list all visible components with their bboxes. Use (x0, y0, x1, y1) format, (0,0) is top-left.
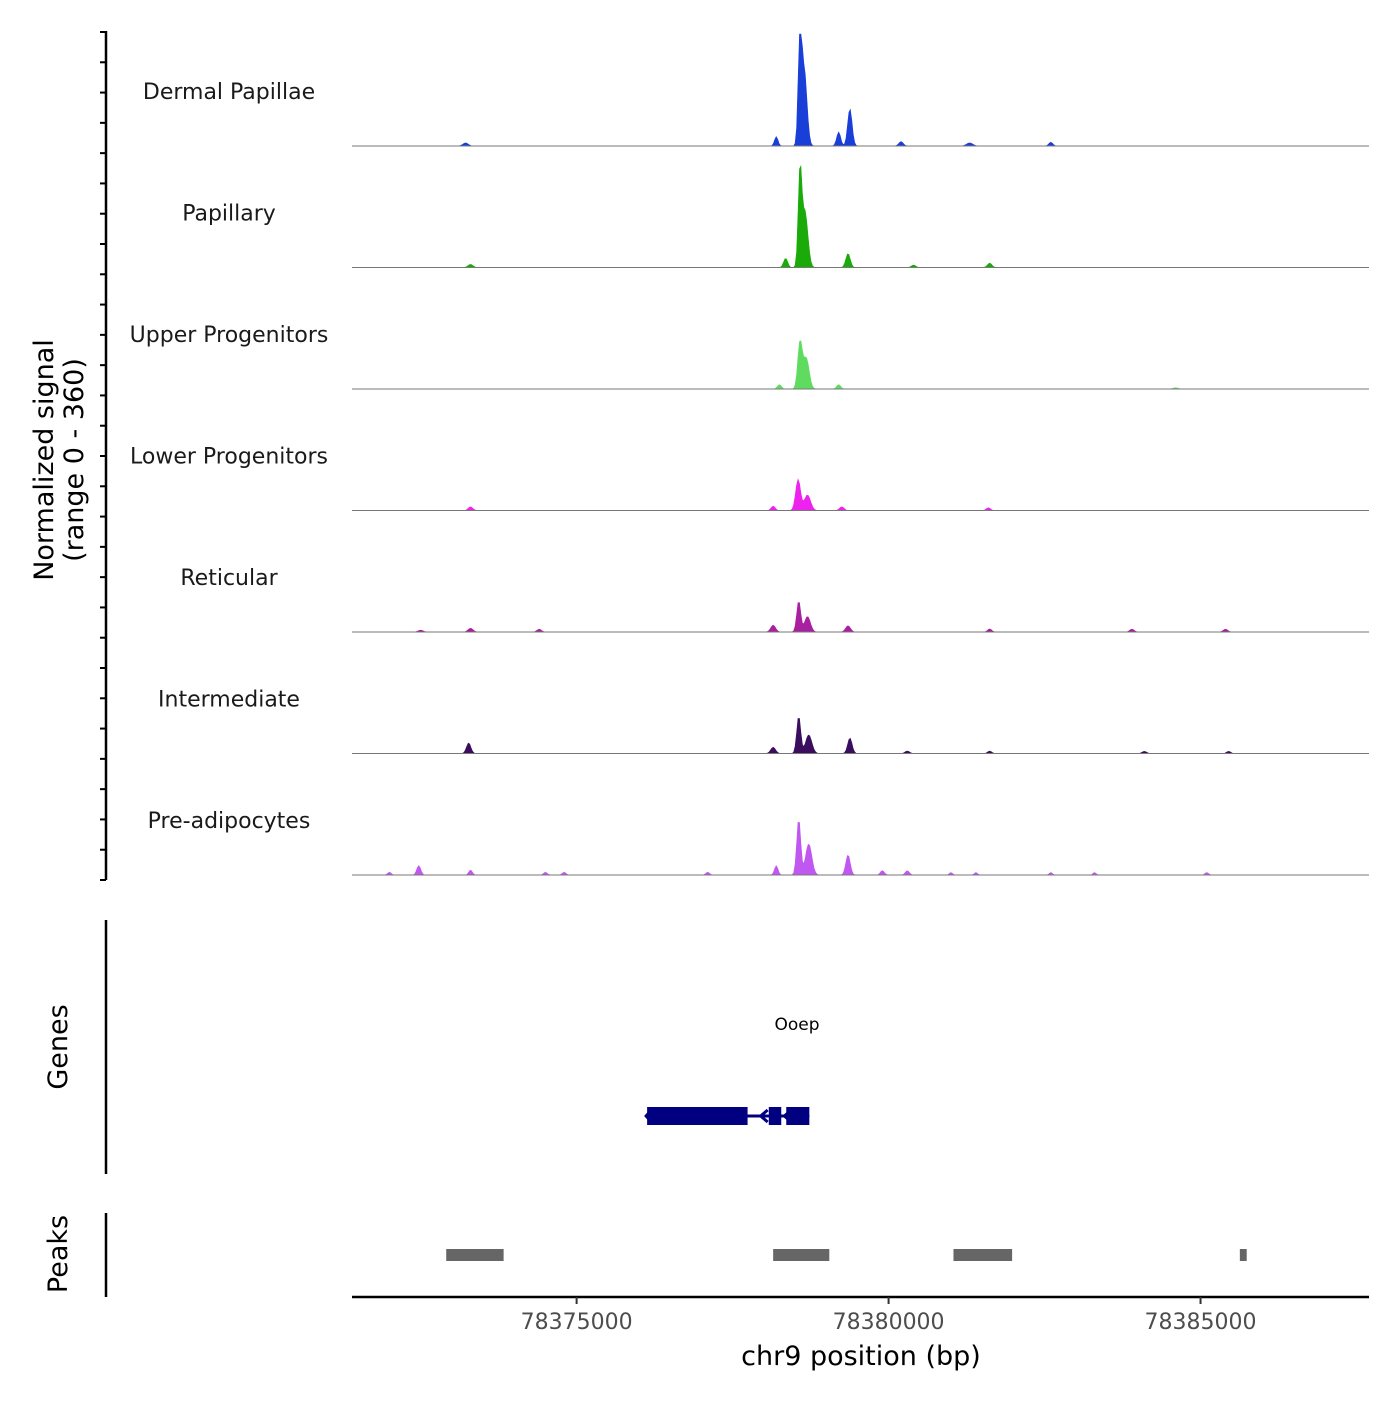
gene-exon (768, 1107, 782, 1125)
x-tick-label: 78375000 (521, 1310, 633, 1335)
signal-area (352, 33, 1369, 147)
x-tick-label: 78385000 (1145, 1310, 1257, 1335)
peak-region (953, 1249, 1013, 1261)
track: Upper Progenitors (130, 323, 1369, 390)
gene-start-arrow (644, 1108, 652, 1124)
signal-tracks: Dermal Papillae Papillary Upper Progenitor… (130, 33, 1369, 876)
genes-track: Genes Ooep (43, 920, 820, 1174)
track: Lower Progenitors (130, 445, 1369, 511)
signal-area (352, 340, 1369, 390)
track-label: Pre-adipocytes (148, 809, 311, 834)
peaks-track: Peaks (43, 1213, 1247, 1297)
x-axis-title: chr9 position (bp) (741, 1341, 981, 1372)
signal-area (352, 478, 1369, 511)
strand-arrow (782, 1108, 793, 1124)
track-label: Dermal Papillae (143, 80, 315, 105)
x-tick-label: 78380000 (833, 1310, 945, 1335)
track: Dermal Papillae (143, 33, 1369, 147)
signal-area (352, 718, 1369, 754)
track-label: Upper Progenitors (130, 323, 329, 348)
signal-area (352, 822, 1369, 876)
signal-area (352, 164, 1369, 268)
y-axis-title: Normalized signal (29, 339, 60, 581)
track: Intermediate (158, 688, 1369, 754)
track-label: Reticular (180, 566, 278, 591)
x-axis: 78375000 78380000 78385000 (352, 1295, 1369, 1335)
track-label: Intermediate (158, 688, 300, 713)
peaks-track-label: Peaks (43, 1215, 74, 1293)
genes-track-label: Genes (43, 1004, 74, 1089)
gene-exon (786, 1107, 810, 1125)
track-label: Lower Progenitors (130, 445, 328, 470)
gene-name: Ooep (774, 1015, 819, 1035)
peak-region (1239, 1249, 1247, 1261)
y-axis-range: (range 0 - 360) (59, 358, 90, 562)
signal-area (352, 602, 1369, 633)
strand-arrow (758, 1108, 769, 1124)
gene-exon (647, 1107, 748, 1125)
track-label: Papillary (182, 202, 276, 227)
track: Papillary (182, 164, 1369, 268)
signal-y-axis (100, 31, 108, 881)
peak-region (773, 1249, 830, 1261)
peak-region (446, 1249, 504, 1261)
track: Pre-adipocytes (148, 809, 1369, 876)
track: Reticular (180, 566, 1369, 633)
